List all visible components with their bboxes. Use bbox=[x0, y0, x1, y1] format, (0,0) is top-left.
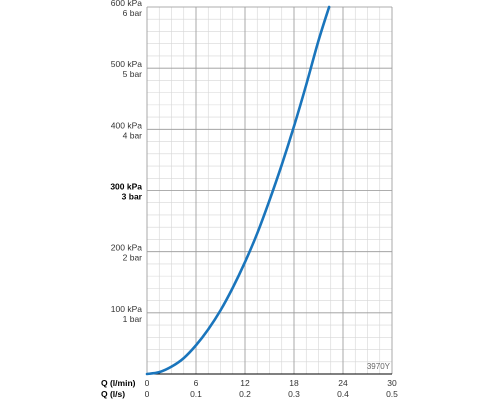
figure-code: 3970Y bbox=[367, 362, 391, 371]
y-tick-label-kpa: 100 kPa bbox=[111, 304, 142, 314]
y-tick-label-kpa: 300 kPa bbox=[110, 182, 142, 192]
y-tick-label-kpa: 500 kPa bbox=[111, 59, 142, 69]
y-tick-label-bar: 2 bar bbox=[123, 253, 143, 263]
x-tick-label-ls: 0 bbox=[145, 389, 150, 399]
x-axis-label-ls: Q (l/s) bbox=[101, 389, 125, 399]
series-group bbox=[145, 5, 331, 376]
y-tick-label-kpa: 200 kPa bbox=[111, 243, 142, 253]
x-tick-label-ls: 0.1 bbox=[190, 389, 202, 399]
x-tick-label-lmin: 24 bbox=[338, 378, 348, 388]
x-tick-label-lmin: 18 bbox=[289, 378, 299, 388]
y-tick-label-kpa: 600 kPa bbox=[111, 0, 142, 8]
x-tick-label-lmin: 0 bbox=[145, 378, 150, 388]
y-tick-label-bar: 4 bar bbox=[123, 130, 143, 140]
y-tick-label-bar: 3 bar bbox=[122, 192, 143, 202]
x-tick-label-lmin: 12 bbox=[240, 378, 250, 388]
y-tick-label-bar: 6 bar bbox=[123, 8, 143, 18]
x-tick-label-ls: 0.2 bbox=[239, 389, 251, 399]
x-tick-labels: 0 6 12 18 24 30 0 0.1 0.2 0.3 0.4 0.5 bbox=[145, 378, 399, 399]
x-tick-label-lmin: 30 bbox=[387, 378, 397, 388]
y-tick-label-bar: 1 bar bbox=[123, 314, 143, 324]
x-tick-label-lmin: 6 bbox=[194, 378, 199, 388]
x-axis-label-lmin: Q (l/min) bbox=[101, 378, 136, 388]
x-tick-label-ls: 0.5 bbox=[386, 389, 398, 399]
x-tick-label-ls: 0.3 bbox=[288, 389, 300, 399]
pressure-loss-curve bbox=[145, 5, 331, 376]
y-tick-label-kpa: 400 kPa bbox=[111, 120, 142, 130]
y-tick-label-bar: 5 bar bbox=[123, 69, 143, 79]
x-tick-label-ls: 0.4 bbox=[337, 389, 349, 399]
major-gridlines bbox=[146, 6, 393, 375]
